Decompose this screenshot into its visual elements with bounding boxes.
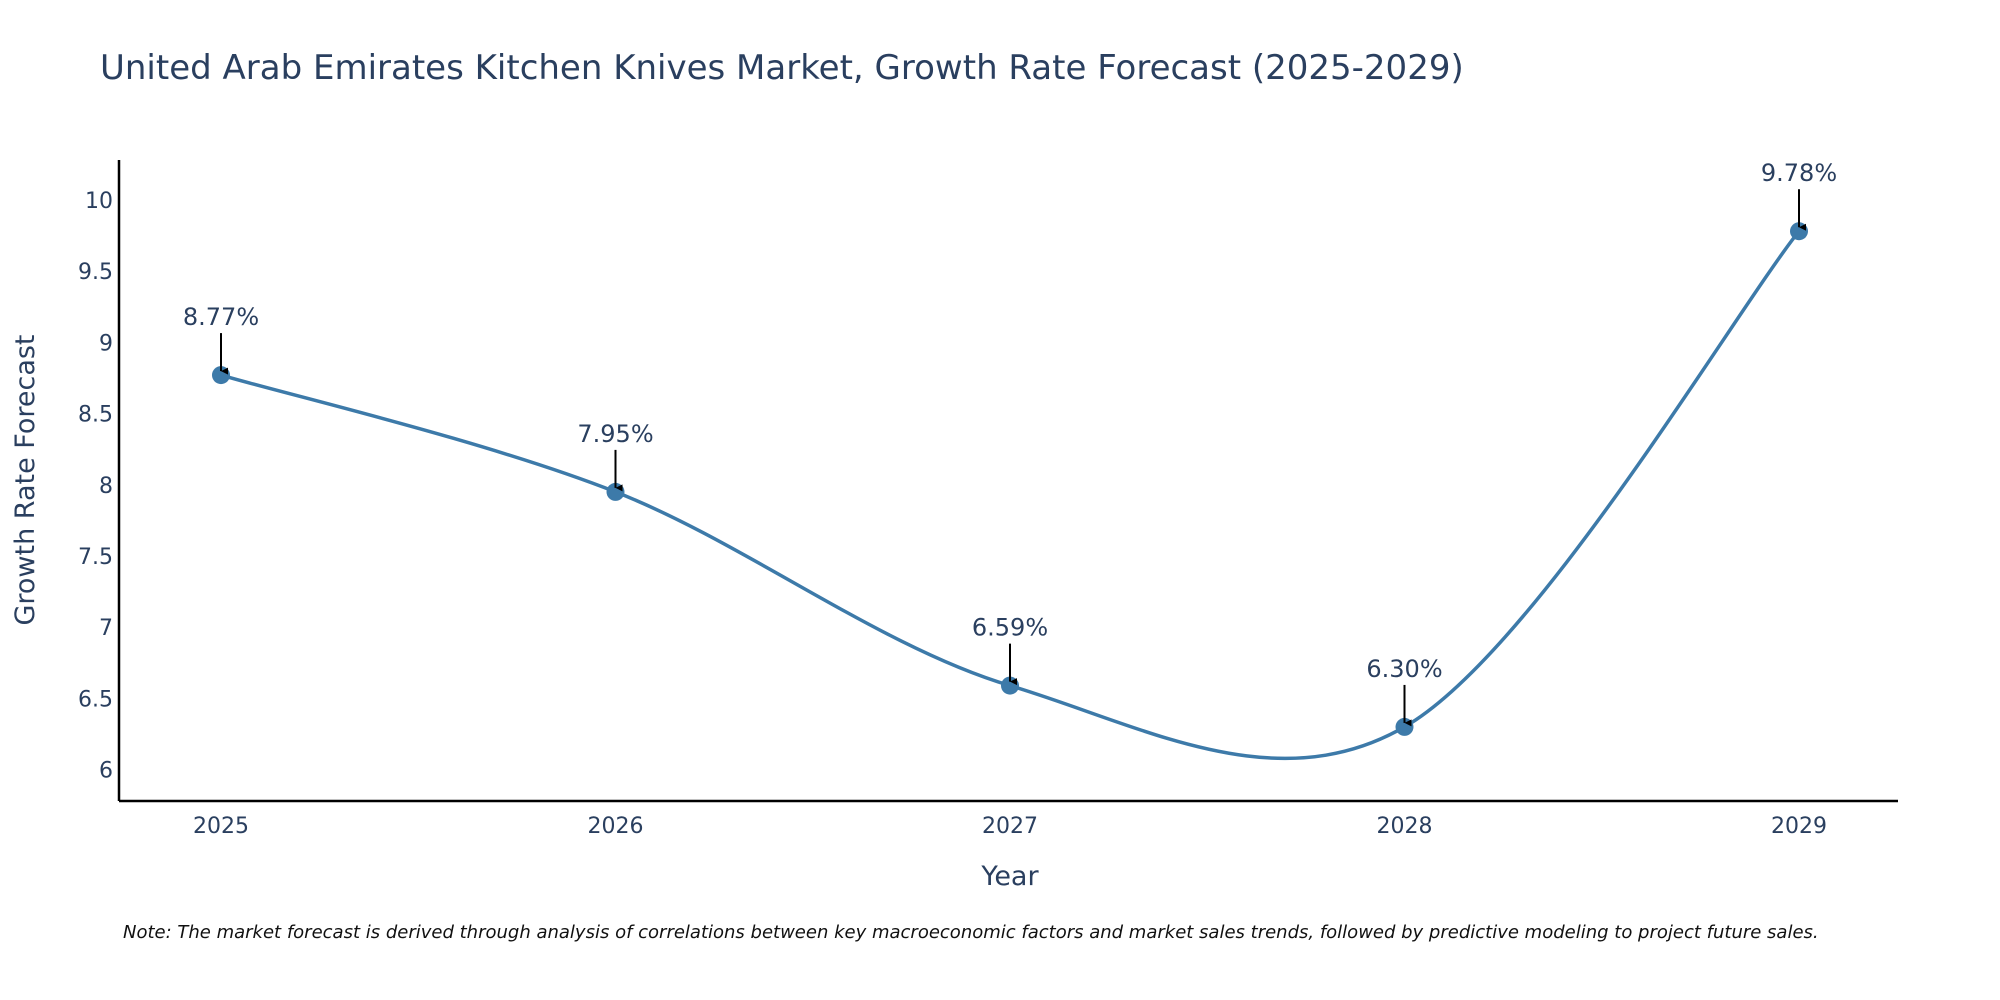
x-tick-group: 2025 2026 2027 2028 2029	[193, 814, 1827, 839]
chart-title: United Arab Emirates Kitchen Knives Mark…	[100, 48, 1464, 88]
y-tick-label: 9	[99, 331, 113, 356]
y-tick-label: 10	[85, 189, 113, 214]
y-tick-label: 7	[99, 616, 113, 641]
footnote: Note: The market forecast is derived thr…	[123, 922, 1819, 943]
plot-area: 66.577.588.599.510 2025 2026 2027 2028 2029 …	[78, 159, 1898, 839]
data-label: 7.95%	[577, 420, 653, 448]
x-tick-label: 2025	[193, 814, 249, 839]
data-label: 9.78%	[1761, 159, 1837, 187]
data-label: 8.77%	[183, 303, 259, 331]
y-tick-label: 8	[99, 474, 113, 499]
y-tick-label: 8.5	[78, 403, 113, 428]
annotation-group: 8.77% 7.95% 6.59% 6.30% 9.78%	[183, 159, 1837, 727]
x-tick-label: 2027	[982, 814, 1038, 839]
y-axis-title: Growth Rate Forecast	[10, 334, 41, 625]
series-line	[220, 230, 1801, 761]
data-label: 6.59%	[972, 614, 1048, 642]
y-tick-label: 9.5	[78, 260, 113, 285]
x-tick-label: 2029	[1771, 814, 1827, 839]
x-tick-label: 2028	[1377, 814, 1433, 839]
y-tick-label: 6.5	[78, 687, 113, 712]
x-axis-title: Year	[980, 861, 1039, 892]
data-label: 6.30%	[1366, 655, 1442, 683]
y-tick-label: 7.5	[78, 545, 113, 570]
y-tick-group: 6 6.5 7 7.5 8 8.5 9 9.5 10	[78, 189, 113, 784]
x-tick-label: 2026	[588, 814, 644, 839]
y-tick-label: 6	[99, 759, 113, 784]
